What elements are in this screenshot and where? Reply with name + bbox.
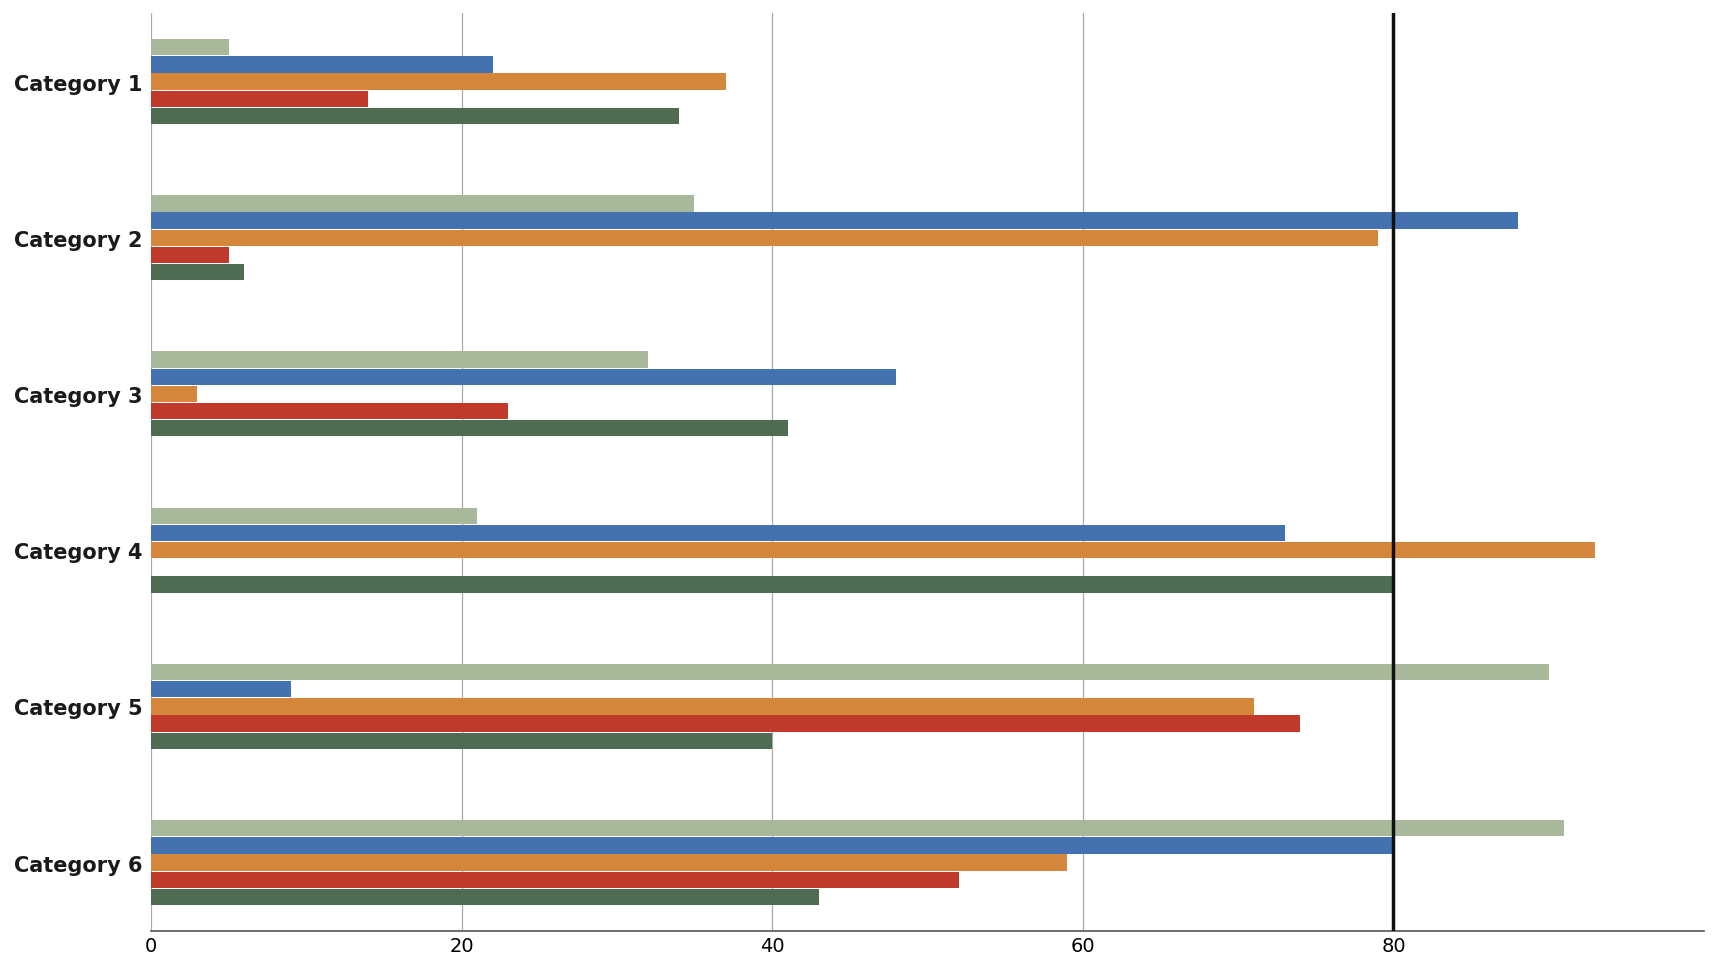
- Bar: [151, 577, 1393, 593]
- Bar: [151, 196, 694, 212]
- Bar: [151, 872, 959, 888]
- Bar: [151, 889, 819, 905]
- Bar: [151, 213, 1517, 230]
- Bar: [151, 91, 368, 108]
- Bar: [151, 421, 787, 437]
- Bar: [151, 247, 228, 264]
- Bar: [151, 40, 228, 56]
- Bar: [151, 543, 1596, 559]
- Bar: [151, 265, 244, 281]
- Bar: [151, 681, 290, 698]
- Bar: [151, 855, 1067, 871]
- Bar: [151, 820, 1565, 836]
- Bar: [151, 75, 725, 91]
- Bar: [151, 109, 679, 125]
- Bar: [151, 716, 1301, 732]
- Bar: [151, 231, 1378, 247]
- Bar: [151, 837, 1393, 854]
- Bar: [151, 369, 897, 386]
- Bar: [151, 57, 493, 74]
- Bar: [151, 387, 198, 403]
- Bar: [151, 352, 648, 368]
- Bar: [151, 664, 1550, 680]
- Bar: [151, 403, 509, 420]
- Bar: [151, 508, 478, 524]
- Bar: [151, 733, 771, 749]
- Bar: [151, 699, 1254, 715]
- Bar: [151, 525, 1285, 542]
